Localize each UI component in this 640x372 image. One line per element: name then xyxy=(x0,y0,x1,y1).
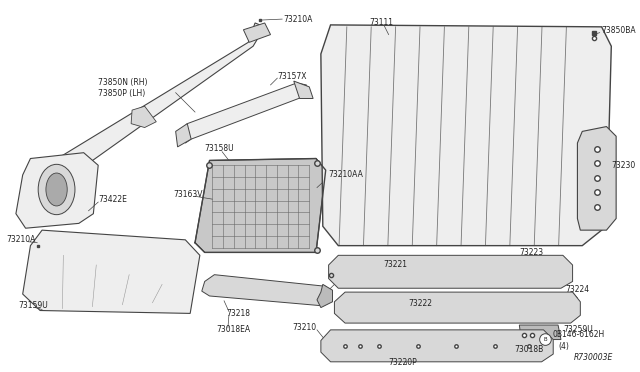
Polygon shape xyxy=(335,292,580,323)
Text: 73210: 73210 xyxy=(292,323,316,333)
Text: 73850N (RH)
73850P (LH): 73850N (RH) 73850P (LH) xyxy=(98,78,148,97)
Polygon shape xyxy=(202,275,330,306)
Text: 73850B: 73850B xyxy=(335,267,364,276)
Text: 73218: 73218 xyxy=(226,309,250,318)
Text: 73210AA: 73210AA xyxy=(328,170,364,179)
Polygon shape xyxy=(175,124,191,147)
Text: 73111: 73111 xyxy=(369,19,393,28)
Text: 73220P: 73220P xyxy=(388,357,417,367)
Polygon shape xyxy=(180,83,309,143)
Text: R730003E: R730003E xyxy=(574,353,613,362)
Text: 73222: 73222 xyxy=(408,299,432,308)
Polygon shape xyxy=(294,81,313,99)
Polygon shape xyxy=(317,284,333,308)
Polygon shape xyxy=(577,126,616,230)
Text: 73158U: 73158U xyxy=(205,144,234,153)
Polygon shape xyxy=(321,330,553,362)
Text: 73422E: 73422E xyxy=(98,195,127,203)
Text: 73850BA: 73850BA xyxy=(602,26,636,35)
Text: 73210A: 73210A xyxy=(283,15,312,23)
Text: 0B146-6162H: 0B146-6162H xyxy=(552,330,605,339)
Text: 73163V: 73163V xyxy=(173,190,204,199)
Polygon shape xyxy=(22,230,200,313)
Polygon shape xyxy=(131,106,156,128)
Text: 73018EA: 73018EA xyxy=(216,326,250,334)
Text: 73159U: 73159U xyxy=(19,301,49,310)
Polygon shape xyxy=(243,23,271,42)
Polygon shape xyxy=(328,255,573,288)
Circle shape xyxy=(540,334,551,345)
Polygon shape xyxy=(19,23,265,211)
Text: B: B xyxy=(543,337,547,342)
Text: 73224: 73224 xyxy=(565,285,589,294)
Text: 73157X: 73157X xyxy=(277,72,307,81)
Text: 73259U: 73259U xyxy=(563,326,593,334)
Text: 73223: 73223 xyxy=(519,248,543,257)
Polygon shape xyxy=(195,158,326,253)
Text: 73210A: 73210A xyxy=(6,235,36,244)
Text: 73018E: 73018E xyxy=(335,277,364,286)
Text: 73230: 73230 xyxy=(611,161,636,170)
Text: (4): (4) xyxy=(558,342,569,351)
Ellipse shape xyxy=(38,164,75,215)
Text: 73221: 73221 xyxy=(384,260,408,269)
Polygon shape xyxy=(321,25,611,246)
Ellipse shape xyxy=(46,173,67,206)
Text: 73018B: 73018B xyxy=(515,345,544,354)
Polygon shape xyxy=(16,153,98,228)
Polygon shape xyxy=(519,325,561,340)
